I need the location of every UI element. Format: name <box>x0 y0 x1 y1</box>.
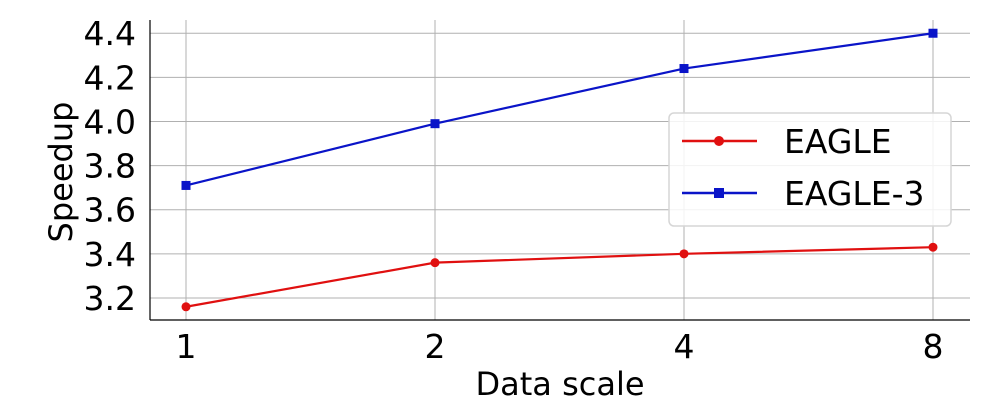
tick-labels: 3.2 3.4 3.6 3.8 4.0 4.2 4.4 1 2 4 8 <box>84 14 944 366</box>
data-point-eagle-3 <box>430 119 440 129</box>
data-series <box>181 28 938 312</box>
y-tick-label: 3.4 <box>84 235 136 274</box>
y-tick-label: 3.2 <box>84 279 136 318</box>
data-point-eagle <box>679 249 689 259</box>
axes <box>149 20 970 321</box>
y-axis-title: Speedup <box>42 102 80 243</box>
x-tick-label: 8 <box>923 327 944 366</box>
x-tick-label: 2 <box>425 327 446 366</box>
legend-label-eagle: EAGLE <box>784 122 892 161</box>
x-tick-label: 4 <box>674 327 695 366</box>
x-axis-title: Data scale <box>475 365 644 400</box>
legend-label-eagle-3: EAGLE-3 <box>784 174 925 213</box>
grid-lines <box>150 20 970 320</box>
data-point-eagle <box>181 302 191 312</box>
legend-marker-eagle-3 <box>714 188 724 198</box>
data-point-eagle-3 <box>928 28 938 38</box>
y-tick-label: 3.6 <box>84 191 136 230</box>
y-tick-label: 4.2 <box>84 58 136 97</box>
data-point-eagle <box>430 258 440 268</box>
data-point-eagle-3 <box>679 64 689 74</box>
x-tick-label: 1 <box>176 327 197 366</box>
series-line-eagle <box>185 246 934 308</box>
data-point-eagle-3 <box>181 180 191 190</box>
legend-marker-eagle <box>714 136 724 146</box>
y-tick-label: 4.0 <box>84 102 136 141</box>
y-tick-label: 3.8 <box>84 147 136 186</box>
legend: EAGLE EAGLE-3 <box>668 112 952 227</box>
series-line-eagle-3 <box>185 32 934 187</box>
y-tick-label: 4.4 <box>84 14 136 53</box>
data-point-eagle <box>928 242 938 252</box>
